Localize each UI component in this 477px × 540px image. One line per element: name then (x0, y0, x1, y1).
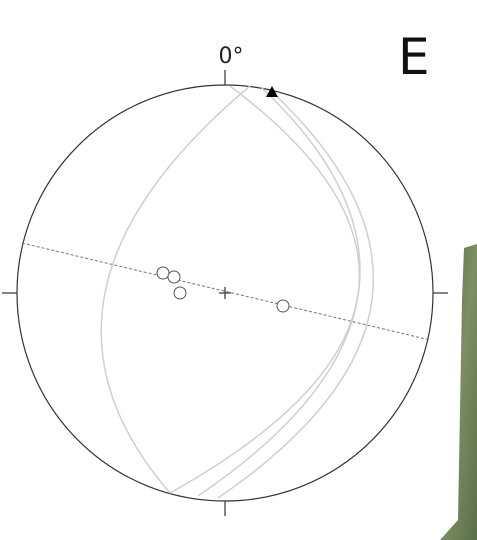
pole (174, 287, 186, 299)
stereonet-figure: 0° E (0, 0, 477, 540)
poles (157, 267, 289, 312)
pole (157, 267, 169, 279)
pole (168, 271, 180, 283)
great-circle (198, 88, 360, 496)
great-circles (101, 86, 373, 498)
great-circle (170, 86, 359, 493)
pole (277, 300, 289, 312)
photo-fragment (440, 244, 477, 540)
great-circle (218, 90, 373, 498)
girdle-line (22, 243, 430, 340)
panel-label: E (398, 28, 430, 86)
center-cross (219, 287, 231, 299)
north-label: 0° (219, 44, 244, 69)
page: 0° E (() => { const data = JSON.parse(do… (0, 0, 477, 540)
